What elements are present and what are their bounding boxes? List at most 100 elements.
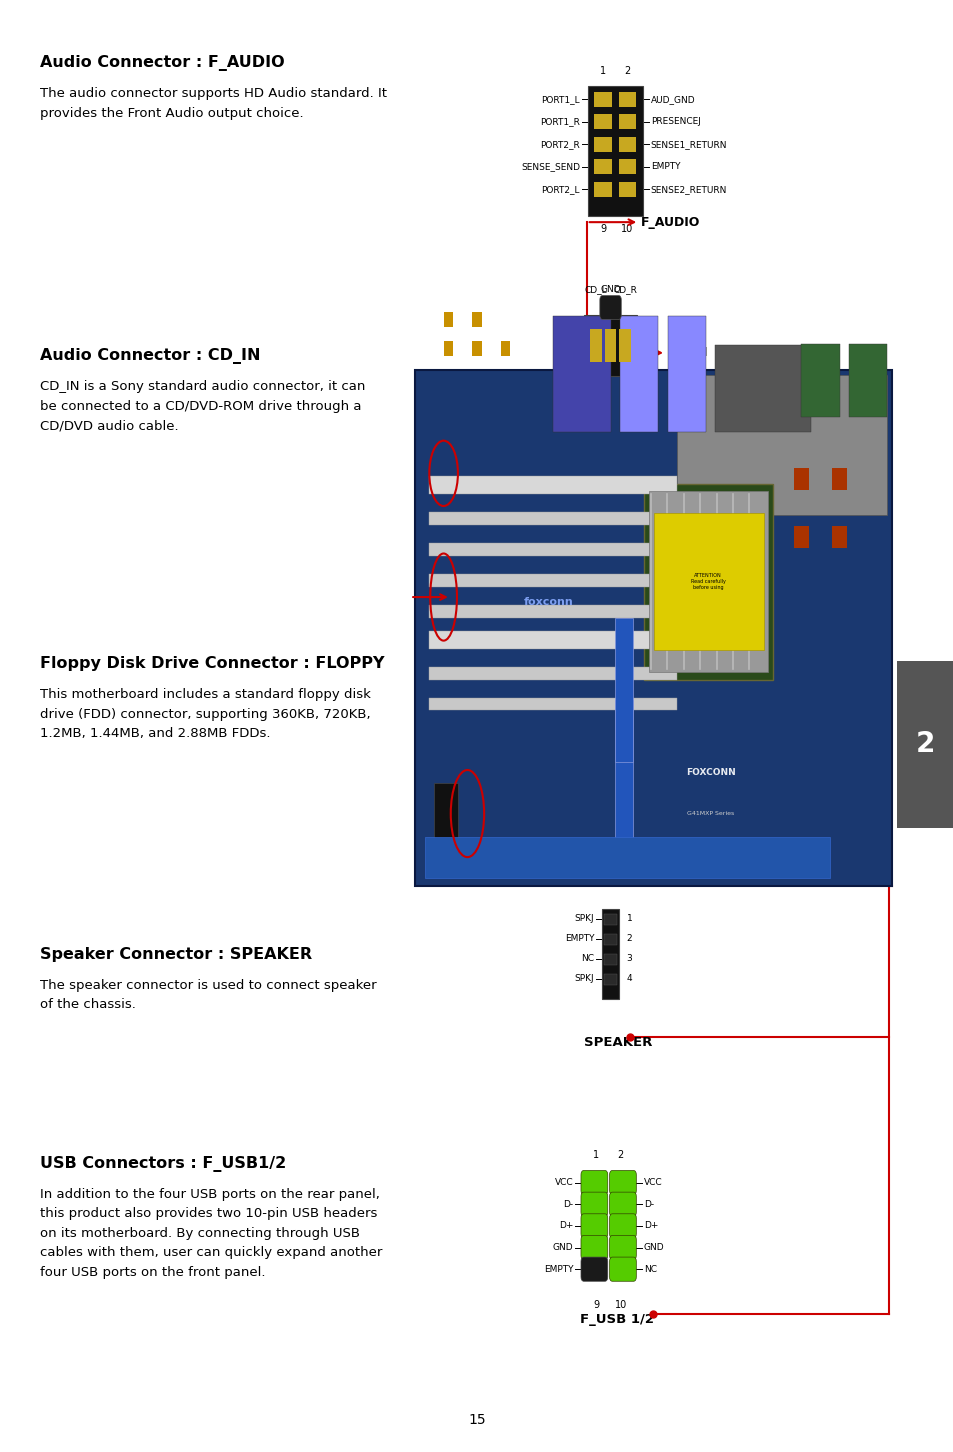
Bar bbox=[472, 341, 481, 356]
Text: Floppy Disk Drive Connector : FLOPPY: Floppy Disk Drive Connector : FLOPPY bbox=[40, 656, 384, 671]
Bar bbox=[793, 468, 808, 489]
Text: 10: 10 bbox=[614, 1300, 626, 1310]
Text: SENSE2_RETURN: SENSE2_RETURN bbox=[650, 184, 726, 193]
FancyBboxPatch shape bbox=[609, 1192, 636, 1217]
Bar bbox=[429, 630, 677, 649]
Text: CD_IN: CD_IN bbox=[667, 347, 707, 359]
Bar bbox=[793, 526, 808, 547]
Bar bbox=[604, 328, 616, 363]
Text: GND: GND bbox=[643, 1243, 664, 1252]
Bar bbox=[618, 182, 636, 197]
Text: CD_R: CD_R bbox=[613, 285, 637, 293]
Text: EMPTY: EMPTY bbox=[543, 1265, 573, 1273]
Bar bbox=[618, 136, 636, 152]
Bar bbox=[603, 915, 617, 925]
FancyBboxPatch shape bbox=[609, 1236, 636, 1260]
Bar bbox=[443, 341, 453, 356]
Bar bbox=[601, 909, 618, 999]
Text: NC: NC bbox=[580, 954, 594, 964]
Text: Speaker Connector : SPEAKER: Speaker Connector : SPEAKER bbox=[40, 947, 312, 961]
Text: 4: 4 bbox=[626, 974, 632, 983]
Text: Audio Connector : F_AUDIO: Audio Connector : F_AUDIO bbox=[40, 55, 284, 71]
Text: 1: 1 bbox=[599, 65, 605, 76]
Text: This motherboard includes a standard floppy disk
drive (FDD) connector, supporti: This motherboard includes a standard flo… bbox=[40, 688, 371, 741]
Bar bbox=[654, 513, 762, 650]
Text: EMPTY: EMPTY bbox=[650, 163, 679, 171]
Text: 2: 2 bbox=[623, 65, 630, 76]
FancyBboxPatch shape bbox=[580, 1236, 607, 1260]
Bar bbox=[831, 468, 846, 489]
Text: SENSE1_RETURN: SENSE1_RETURN bbox=[650, 139, 726, 148]
Text: The audio connector supports HD Audio standard. It
provides the Front Audio outp: The audio connector supports HD Audio st… bbox=[40, 87, 387, 119]
Text: SENSE_SEND: SENSE_SEND bbox=[520, 163, 579, 171]
Text: 9: 9 bbox=[593, 1300, 598, 1310]
FancyBboxPatch shape bbox=[580, 1170, 607, 1195]
Bar bbox=[667, 317, 705, 433]
Bar bbox=[594, 136, 612, 152]
FancyBboxPatch shape bbox=[580, 1192, 607, 1217]
Bar bbox=[677, 376, 886, 514]
Text: 2: 2 bbox=[626, 935, 632, 944]
Text: CD_L: CD_L bbox=[584, 285, 606, 293]
FancyBboxPatch shape bbox=[609, 1170, 636, 1195]
Text: NC: NC bbox=[643, 1265, 657, 1273]
Bar bbox=[415, 370, 891, 886]
Bar bbox=[587, 86, 642, 216]
Bar bbox=[434, 783, 457, 855]
Text: D+: D+ bbox=[558, 1221, 573, 1230]
Text: CD_IN is a Sony standard audio connector, it can
be connected to a CD/DVD-ROM dr: CD_IN is a Sony standard audio connector… bbox=[40, 380, 365, 433]
Text: The speaker connector is used to connect speaker
of the chassis.: The speaker connector is used to connect… bbox=[40, 979, 376, 1011]
Bar bbox=[594, 91, 612, 107]
FancyBboxPatch shape bbox=[609, 1257, 636, 1281]
Text: 3: 3 bbox=[626, 954, 632, 964]
Bar bbox=[443, 312, 453, 327]
Text: D+: D+ bbox=[643, 1221, 658, 1230]
FancyBboxPatch shape bbox=[609, 1214, 636, 1239]
Text: Audio Connector : CD_IN: Audio Connector : CD_IN bbox=[40, 348, 260, 364]
Bar bbox=[801, 344, 839, 417]
Text: VCC: VCC bbox=[554, 1178, 573, 1188]
Text: 2: 2 bbox=[617, 1150, 623, 1160]
Text: 1: 1 bbox=[593, 1150, 598, 1160]
Text: FOXCONN: FOXCONN bbox=[685, 768, 735, 777]
Text: ATTENTION
Read carefully
before using: ATTENTION Read carefully before using bbox=[690, 574, 725, 590]
Bar bbox=[896, 661, 953, 828]
Bar bbox=[618, 91, 636, 107]
Bar bbox=[594, 160, 612, 174]
Text: G41MXP Series: G41MXP Series bbox=[686, 812, 734, 816]
Text: GND: GND bbox=[599, 285, 620, 293]
Text: VCC: VCC bbox=[643, 1178, 662, 1188]
Text: PRESENCEJ: PRESENCEJ bbox=[650, 118, 700, 126]
Bar bbox=[594, 115, 612, 129]
Text: 1: 1 bbox=[568, 364, 574, 373]
Bar bbox=[429, 697, 677, 710]
Bar bbox=[615, 617, 633, 762]
Bar bbox=[619, 317, 658, 433]
Text: GND: GND bbox=[552, 1243, 573, 1252]
Bar bbox=[831, 526, 846, 547]
Bar bbox=[603, 935, 617, 945]
Bar bbox=[618, 160, 636, 174]
Text: EMPTY: EMPTY bbox=[564, 935, 594, 944]
Text: In addition to the four USB ports on the rear panel,
this product also provides : In addition to the four USB ports on the… bbox=[40, 1188, 382, 1279]
Bar bbox=[429, 666, 677, 680]
Bar bbox=[603, 954, 617, 966]
Text: AUD_GND: AUD_GND bbox=[650, 94, 695, 103]
Bar bbox=[424, 838, 829, 878]
Text: SPKJ: SPKJ bbox=[574, 915, 594, 923]
Bar bbox=[643, 484, 772, 680]
Bar bbox=[429, 574, 677, 587]
Bar bbox=[583, 315, 637, 376]
Text: SPKJ: SPKJ bbox=[574, 974, 594, 983]
Text: D-: D- bbox=[562, 1199, 573, 1208]
Bar bbox=[553, 317, 610, 433]
Bar bbox=[429, 543, 677, 556]
Bar bbox=[615, 700, 633, 845]
Text: 10: 10 bbox=[620, 224, 633, 234]
Text: 9: 9 bbox=[599, 224, 605, 234]
Bar bbox=[594, 182, 612, 197]
Text: PORT2_L: PORT2_L bbox=[541, 184, 579, 193]
Bar bbox=[618, 328, 630, 363]
Bar bbox=[715, 346, 810, 433]
Bar bbox=[603, 974, 617, 986]
